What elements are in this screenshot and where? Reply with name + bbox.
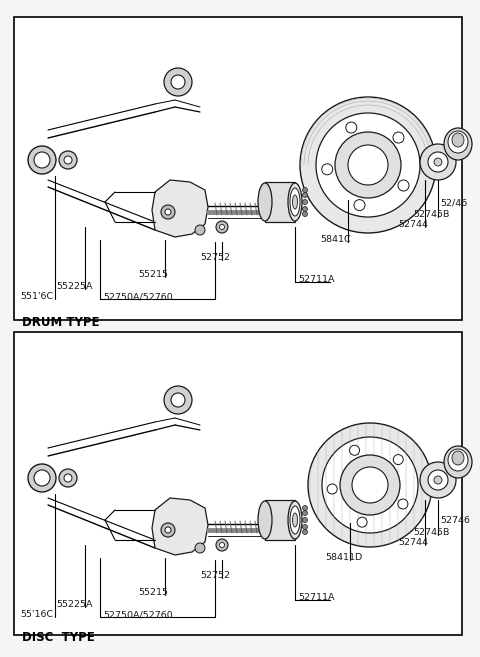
- Text: 52745B: 52745B: [413, 210, 449, 219]
- Circle shape: [428, 470, 448, 490]
- Circle shape: [340, 455, 400, 515]
- Circle shape: [219, 225, 225, 229]
- Circle shape: [308, 423, 432, 547]
- Circle shape: [171, 75, 185, 89]
- Ellipse shape: [444, 128, 472, 160]
- Circle shape: [302, 187, 308, 193]
- Circle shape: [64, 474, 72, 482]
- Text: 52/46: 52/46: [440, 198, 467, 207]
- Circle shape: [171, 393, 185, 407]
- Circle shape: [216, 221, 228, 233]
- Circle shape: [302, 193, 308, 198]
- Ellipse shape: [288, 501, 302, 539]
- Text: DRUM TYPE: DRUM TYPE: [22, 316, 99, 329]
- Circle shape: [64, 156, 72, 164]
- Circle shape: [346, 122, 357, 133]
- Ellipse shape: [290, 506, 300, 534]
- Ellipse shape: [448, 131, 468, 153]
- Ellipse shape: [258, 183, 272, 221]
- Circle shape: [302, 510, 308, 516]
- Text: 5841C: 5841C: [320, 235, 350, 244]
- Text: 52752: 52752: [200, 253, 230, 262]
- Text: 52745B: 52745B: [413, 528, 449, 537]
- Circle shape: [428, 152, 448, 172]
- Text: 52750A/52760: 52750A/52760: [103, 292, 173, 301]
- Text: 52752: 52752: [200, 571, 230, 580]
- Ellipse shape: [444, 446, 472, 478]
- Circle shape: [398, 180, 409, 191]
- Circle shape: [349, 445, 360, 455]
- Text: 52711A: 52711A: [298, 593, 335, 602]
- Circle shape: [34, 152, 50, 168]
- Circle shape: [420, 462, 456, 498]
- Text: DISC  TYPE: DISC TYPE: [22, 631, 95, 644]
- Ellipse shape: [448, 449, 468, 471]
- Text: 52744: 52744: [398, 538, 428, 547]
- Circle shape: [219, 543, 225, 547]
- Circle shape: [420, 144, 456, 180]
- Text: 55225A: 55225A: [56, 600, 93, 609]
- Circle shape: [327, 484, 337, 494]
- Polygon shape: [152, 180, 208, 237]
- Circle shape: [165, 527, 171, 533]
- Circle shape: [393, 455, 403, 464]
- Ellipse shape: [288, 183, 302, 221]
- Circle shape: [195, 543, 205, 553]
- Circle shape: [348, 145, 388, 185]
- Text: 55'16C: 55'16C: [20, 610, 53, 619]
- Circle shape: [28, 146, 56, 174]
- Circle shape: [302, 530, 308, 535]
- Ellipse shape: [292, 195, 298, 209]
- Circle shape: [322, 164, 333, 175]
- Ellipse shape: [292, 513, 298, 527]
- Circle shape: [300, 97, 436, 233]
- Text: 55225A: 55225A: [56, 282, 93, 291]
- Bar: [14, 332, 462, 635]
- Ellipse shape: [452, 451, 464, 465]
- Circle shape: [434, 158, 442, 166]
- Circle shape: [393, 132, 404, 143]
- Polygon shape: [152, 498, 208, 555]
- Circle shape: [28, 464, 56, 492]
- Text: 52744: 52744: [398, 220, 428, 229]
- Ellipse shape: [258, 501, 272, 539]
- Ellipse shape: [290, 188, 300, 216]
- Circle shape: [398, 499, 408, 509]
- Circle shape: [59, 469, 77, 487]
- Bar: [14, 17, 462, 320]
- Circle shape: [59, 151, 77, 169]
- Text: 52746: 52746: [440, 516, 470, 525]
- Circle shape: [357, 517, 367, 527]
- Circle shape: [195, 225, 205, 235]
- Ellipse shape: [452, 133, 464, 147]
- Text: 52711A: 52711A: [298, 275, 335, 284]
- Circle shape: [302, 505, 308, 510]
- Circle shape: [164, 68, 192, 96]
- Circle shape: [165, 209, 171, 215]
- Circle shape: [354, 200, 365, 211]
- Circle shape: [335, 132, 401, 198]
- Circle shape: [302, 200, 308, 204]
- Text: 55215: 55215: [138, 270, 168, 279]
- Bar: [265, 182, 295, 222]
- Circle shape: [352, 467, 388, 503]
- Text: 58411D: 58411D: [325, 553, 362, 562]
- Circle shape: [316, 113, 420, 217]
- Circle shape: [434, 476, 442, 484]
- Text: 52750A/52760: 52750A/52760: [103, 610, 173, 619]
- Circle shape: [322, 437, 418, 533]
- Circle shape: [302, 212, 308, 217]
- Circle shape: [302, 206, 308, 212]
- Text: 551'6C: 551'6C: [20, 292, 53, 301]
- Text: 55215: 55215: [138, 588, 168, 597]
- Circle shape: [164, 386, 192, 414]
- Circle shape: [161, 205, 175, 219]
- Bar: [265, 500, 295, 540]
- Circle shape: [302, 524, 308, 530]
- Circle shape: [216, 539, 228, 551]
- Circle shape: [161, 523, 175, 537]
- Circle shape: [302, 518, 308, 522]
- Circle shape: [34, 470, 50, 486]
